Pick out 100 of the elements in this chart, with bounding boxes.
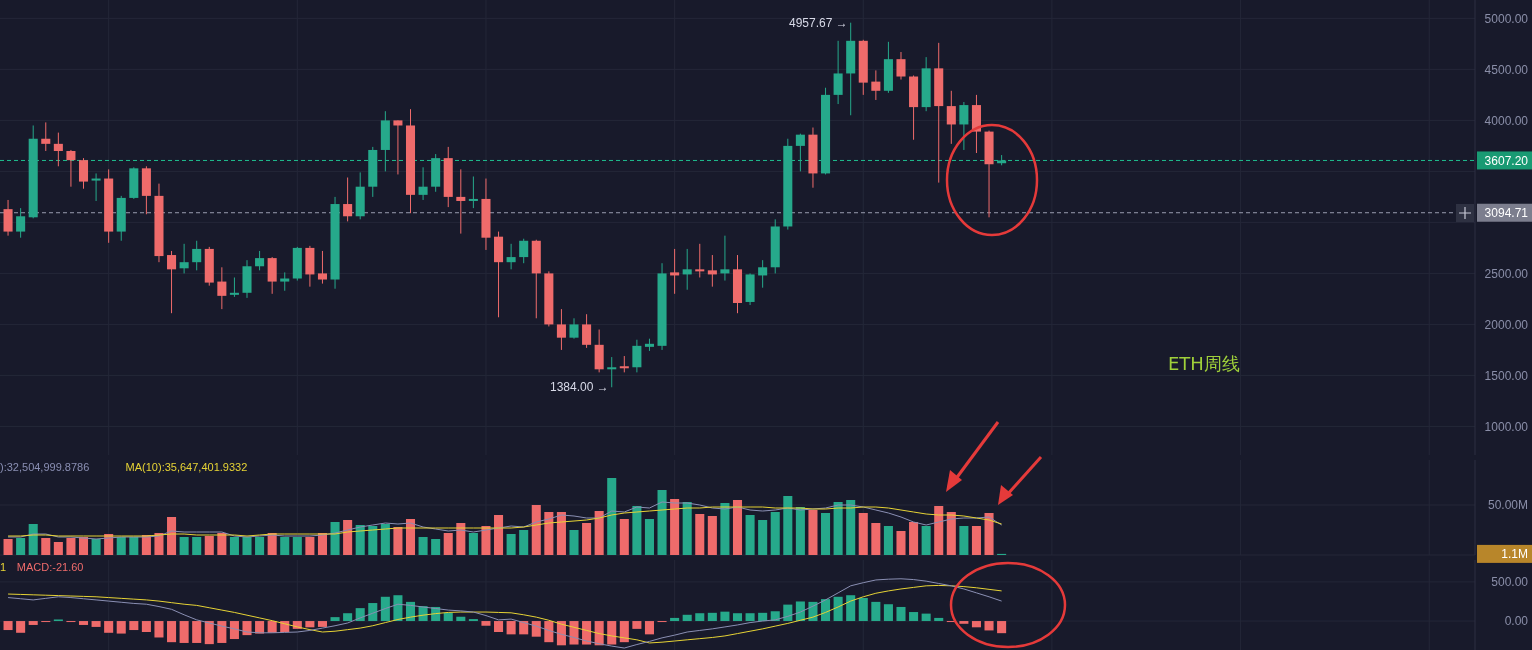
bar	[393, 527, 403, 555]
bar	[3, 621, 13, 631]
bar	[192, 537, 202, 555]
line-series	[7, 578, 1003, 649]
candlestick	[418, 166, 428, 201]
candlestick	[682, 248, 692, 291]
candlestick	[41, 121, 51, 152]
text: MA(10):35,647,401.9332	[125, 461, 248, 473]
bar	[531, 621, 541, 637]
candlestick	[280, 271, 290, 292]
bar	[657, 490, 667, 555]
bar	[909, 612, 919, 622]
bar	[594, 511, 604, 555]
bar	[682, 502, 692, 555]
bar	[53, 542, 63, 555]
bar	[544, 512, 554, 555]
text: MACD:-21.60	[16, 561, 84, 573]
y-tick-label: 1000.00	[1484, 419, 1529, 434]
candlestick	[795, 133, 805, 172]
candlestick	[53, 132, 63, 167]
bar	[167, 517, 177, 555]
bar	[632, 506, 642, 555]
bar	[883, 526, 893, 555]
candlestick	[468, 175, 478, 209]
y-tick-label: 2000.00	[1484, 317, 1529, 332]
candlestick	[167, 250, 177, 314]
bar	[846, 500, 856, 555]
bar	[129, 537, 139, 555]
candlestick	[946, 90, 956, 145]
bar	[66, 538, 76, 555]
bar	[217, 621, 227, 643]
bar	[670, 617, 680, 622]
candlestick	[317, 250, 327, 285]
bar	[41, 538, 51, 555]
bar	[305, 621, 315, 628]
bar	[770, 512, 780, 555]
bar	[317, 621, 327, 627]
candlestick	[896, 51, 906, 81]
bar	[707, 516, 717, 555]
candlestick	[91, 172, 101, 202]
bar	[531, 505, 541, 555]
ref-line-label: 3094.71	[1484, 205, 1529, 220]
bar	[745, 613, 755, 622]
bar	[720, 503, 730, 555]
bar	[607, 621, 617, 645]
bar	[506, 621, 516, 635]
bar	[179, 621, 189, 643]
bar	[204, 621, 214, 645]
bar	[959, 526, 969, 555]
bar	[481, 621, 491, 626]
bar	[745, 515, 755, 555]
bar	[707, 612, 717, 622]
bar	[858, 513, 868, 555]
bar	[619, 519, 629, 555]
y-tick-label: 2500.00	[1484, 266, 1529, 281]
candlestick	[78, 157, 89, 190]
bar	[582, 523, 592, 555]
candlestick	[707, 254, 717, 288]
bar	[418, 537, 428, 555]
candlestick	[255, 250, 265, 271]
bar	[255, 621, 265, 634]
bar	[795, 507, 805, 555]
bar	[179, 537, 189, 555]
bar	[16, 621, 26, 633]
bar	[670, 499, 680, 555]
candlestick	[217, 266, 227, 310]
bar	[846, 595, 856, 622]
series-label: 1	[0, 561, 7, 573]
y-tick-label: 500.00	[1491, 575, 1529, 590]
bar	[682, 614, 692, 622]
text: ):32,504,999.8786	[0, 461, 90, 473]
bar	[368, 603, 378, 622]
candlestick	[556, 308, 566, 351]
bar	[229, 621, 239, 640]
bar	[154, 533, 164, 555]
bar	[443, 612, 453, 622]
candlestick	[192, 240, 202, 271]
bar	[292, 537, 302, 555]
bar	[3, 539, 13, 555]
bar	[619, 621, 629, 643]
bar	[431, 539, 441, 555]
bar	[858, 597, 868, 622]
candlestick	[229, 276, 239, 298]
bar	[732, 613, 743, 622]
bar	[644, 621, 654, 635]
bar	[104, 621, 114, 633]
bar	[984, 513, 994, 555]
annotation: 4957.67 →	[788, 15, 848, 30]
bar	[242, 537, 252, 555]
bar	[192, 621, 202, 643]
bar	[468, 533, 478, 555]
bar	[494, 621, 504, 632]
bar	[380, 524, 390, 555]
candlestick	[16, 207, 26, 239]
bar	[921, 613, 931, 622]
candlestick	[833, 40, 843, 105]
candlestick	[519, 238, 529, 264]
bar	[229, 537, 239, 555]
bar	[871, 601, 881, 622]
bar	[280, 537, 290, 555]
